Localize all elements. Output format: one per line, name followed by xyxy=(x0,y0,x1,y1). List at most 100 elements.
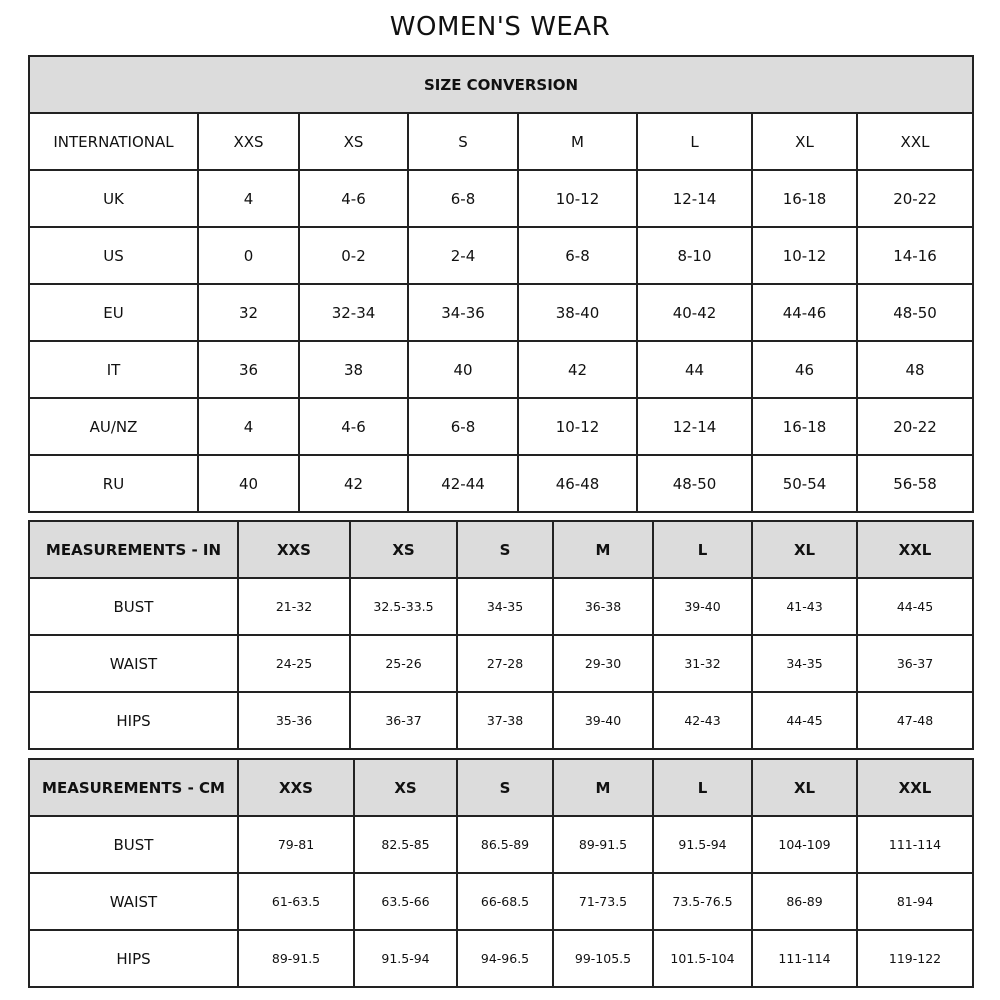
size-conversion-table: SIZE CONVERSION INTERNATIONAL XXS XS S M L XL XX… xyxy=(27,55,975,513)
table-cell: 48 xyxy=(855,340,975,399)
table-cell: 4 xyxy=(197,169,300,228)
table-cell: 79-81 xyxy=(237,815,355,874)
row-label: WAIST xyxy=(28,872,239,931)
table-cell: 119-122 xyxy=(856,929,974,988)
table-cell: 32 xyxy=(197,283,300,342)
table-cell: 0-2 xyxy=(298,226,409,285)
table-cell: 39-40 xyxy=(652,577,753,636)
table-cell: 111-114 xyxy=(751,929,858,988)
table-row: US 0 0-2 2-4 6-8 8-10 10-12 14-16 xyxy=(28,226,975,285)
table-cell: 86.5-89 xyxy=(456,815,554,874)
table-cell: 38 xyxy=(298,340,409,399)
table-cell: 31-32 xyxy=(652,634,753,693)
table-cell: 10-12 xyxy=(517,397,638,456)
table-cell: 82.5-85 xyxy=(353,815,458,874)
table-row: RU 40 42 42-44 46-48 48-50 50-54 56-58 xyxy=(28,454,975,513)
table-cell: 41-43 xyxy=(751,577,858,636)
table-cell: 6-8 xyxy=(407,169,519,228)
table-cell: 111-114 xyxy=(856,815,974,874)
table-cell: 14-16 xyxy=(855,226,975,285)
row-label: US xyxy=(28,226,199,285)
table-cell: 46-48 xyxy=(517,454,638,513)
row-label: WAIST xyxy=(28,634,239,693)
table-row: EU 32 32-34 34-36 38-40 40-42 44-46 48-50 xyxy=(28,283,975,342)
table-cell: 40 xyxy=(197,454,300,513)
table-row: WAIST 24-25 25-26 27-28 29-30 31-32 34-35 36-37 xyxy=(28,634,974,693)
table-cell: 36-37 xyxy=(856,634,974,693)
table-cell: 71-73.5 xyxy=(552,872,654,931)
column-header: XL xyxy=(751,758,858,817)
table-cell: 20-22 xyxy=(855,397,975,456)
table-row: AU/NZ 4 4-6 6-8 10-12 12-14 16-18 20-22 xyxy=(28,397,975,456)
table-cell: 20-22 xyxy=(855,169,975,228)
table-heading-row: SIZE CONVERSION xyxy=(27,55,975,114)
table-cell: 81-94 xyxy=(856,872,974,931)
table-cell: 40-42 xyxy=(636,283,753,342)
row-label: IT xyxy=(28,340,199,399)
table-cell: 42-43 xyxy=(652,691,753,750)
table-cell: 34-35 xyxy=(456,577,554,636)
table-cell: 44-45 xyxy=(856,577,974,636)
table-cell: 46 xyxy=(751,340,858,399)
column-header: XL xyxy=(751,112,858,171)
header-row: INTERNATIONAL XXS XS S M L XL XXL xyxy=(28,112,975,171)
table-cell: 34-36 xyxy=(407,283,519,342)
table-cell: 16-18 xyxy=(751,397,858,456)
table-row: HIPS 35-36 36-37 37-38 39-40 42-43 44-45 47-48 xyxy=(28,691,974,750)
table-cell: 32-34 xyxy=(298,283,409,342)
column-header: XXS xyxy=(237,520,351,579)
measurements-in-table: MEASUREMENTS - IN XXS XS S M L XL XXL BUST 21-32 3… xyxy=(28,520,974,750)
header-row: MEASUREMENTS - CM XXS XS S M L XL XXL xyxy=(28,758,974,817)
table-cell: 42 xyxy=(298,454,409,513)
table-cell: 56-58 xyxy=(855,454,975,513)
table-cell: 21-32 xyxy=(237,577,351,636)
table-cell: 39-40 xyxy=(552,691,654,750)
table-cell: 38-40 xyxy=(517,283,638,342)
column-header: L xyxy=(652,520,753,579)
table-cell: 37-38 xyxy=(456,691,554,750)
column-header: XL xyxy=(751,520,858,579)
column-header: XXS xyxy=(197,112,300,171)
row-label: UK xyxy=(28,169,199,228)
column-header: S xyxy=(407,112,519,171)
table-row: IT 36 38 40 42 44 46 48 xyxy=(28,340,975,399)
table-cell: 91.5-94 xyxy=(652,815,753,874)
measurements-cm-table: MEASUREMENTS - CM XXS XS S M L XL XXL BUST 79-81 8… xyxy=(28,758,974,988)
table-cell: 10-12 xyxy=(517,169,638,228)
table-cell: 4 xyxy=(197,397,300,456)
table-cell: 73.5-76.5 xyxy=(652,872,753,931)
table-cell: 36-38 xyxy=(552,577,654,636)
table-cell: 42 xyxy=(517,340,638,399)
table-cell: 34-35 xyxy=(751,634,858,693)
row-label: AU/NZ xyxy=(28,397,199,456)
table-cell: 24-25 xyxy=(237,634,351,693)
column-header: M xyxy=(552,758,654,817)
table-cell: 4-6 xyxy=(298,169,409,228)
table-cell: 16-18 xyxy=(751,169,858,228)
column-header: XS xyxy=(298,112,409,171)
table-cell: 27-28 xyxy=(456,634,554,693)
table-cell: 48-50 xyxy=(855,283,975,342)
table-cell: 6-8 xyxy=(407,397,519,456)
column-header: XXL xyxy=(855,112,975,171)
table-cell: 89-91.5 xyxy=(237,929,355,988)
table-cell: 66-68.5 xyxy=(456,872,554,931)
column-header: XXL xyxy=(856,758,974,817)
table-row: UK 4 4-6 6-8 10-12 12-14 16-18 20-22 xyxy=(28,169,975,228)
table-cell: 101.5-104 xyxy=(652,929,753,988)
table-cell: 44-45 xyxy=(751,691,858,750)
page-title: WOMEN'S WEAR xyxy=(389,12,611,42)
table-cell: 12-14 xyxy=(636,397,753,456)
table-cell: 48-50 xyxy=(636,454,753,513)
table-cell: 35-36 xyxy=(237,691,351,750)
table-cell: 42-44 xyxy=(407,454,519,513)
column-header: MEASUREMENTS - CM xyxy=(28,758,239,817)
table-cell: 2-4 xyxy=(407,226,519,285)
table-cell: 99-105.5 xyxy=(552,929,654,988)
row-label: HIPS xyxy=(28,691,239,750)
table-cell: 4-6 xyxy=(298,397,409,456)
column-header: L xyxy=(636,112,753,171)
row-label: BUST xyxy=(28,815,239,874)
table-cell: 8-10 xyxy=(636,226,753,285)
column-header: XXS xyxy=(237,758,355,817)
